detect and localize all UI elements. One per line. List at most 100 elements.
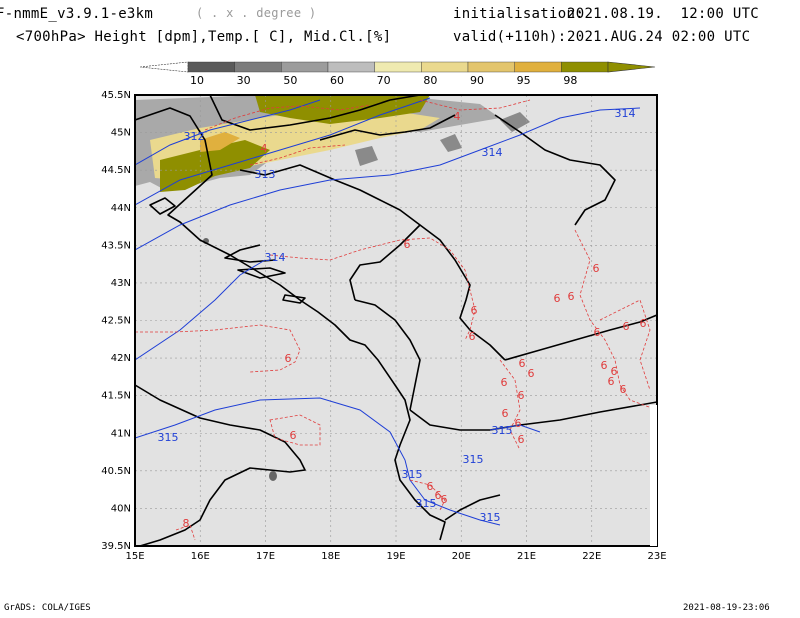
height-contour-label: 314 (265, 251, 286, 264)
temp-contour-6-east2 (599, 299, 651, 391)
temperature-contour-label: 6 (435, 489, 442, 502)
montenegro-albania-border (354, 299, 421, 411)
colorbar-label: 90 (470, 74, 484, 87)
hungary-croatia-border (319, 114, 456, 141)
temperature-contour-label: 6 (471, 304, 478, 317)
temperature-contour-label: 6 (502, 407, 509, 420)
coastlines-borders (135, 95, 657, 546)
island-brac (224, 244, 276, 263)
temperature-contour-label: 6 (519, 357, 526, 370)
temperature-contour-label: 6 (285, 352, 292, 365)
lon-label: 17E (256, 551, 275, 562)
lon-label: 18E (321, 551, 340, 562)
map-frame (134, 94, 658, 547)
temperature-contour-label: 6 (594, 326, 601, 339)
colorbar-box (187, 61, 235, 73)
lat-label: 42N (111, 353, 131, 364)
height-contour-label: 315 (416, 497, 437, 510)
height-contour-label: 312 (184, 130, 205, 143)
bulgaria-border (504, 314, 657, 361)
colorbar-label: 50 (283, 74, 297, 87)
temperature-contour-label: 6 (515, 417, 522, 430)
height-contour-312 (135, 99, 321, 166)
romania-border (494, 114, 616, 226)
height-contour-label: 313 (255, 168, 276, 181)
colorbar-svg: 10 30 50 60 70 80 90 95 98 (139, 61, 656, 87)
greece-bulgaria-border (519, 401, 657, 426)
height-contour-label: 315 (463, 453, 484, 466)
temperature-contour-label: 6 (528, 367, 535, 380)
height-contour-314b (135, 259, 266, 361)
temperature-contour-label: 6 (640, 317, 647, 330)
temperature-contour-label: 6 (608, 375, 615, 388)
colorbar-box (281, 61, 329, 73)
lat-label: 45N (111, 128, 131, 139)
height-contour-label: 315 (402, 468, 423, 481)
lat-label: 44N (111, 203, 131, 214)
lon-label: 15E (125, 551, 144, 562)
slovenia-border (209, 95, 421, 131)
temperature-contour-label: 6 (568, 290, 575, 303)
adriatic-coastline (135, 107, 446, 541)
temp-contour-6-south (499, 359, 521, 451)
colorbar-box (561, 61, 609, 73)
height-contours (135, 97, 641, 526)
edge-strip (650, 405, 657, 546)
valid-value: 2021.AUG.24 02:00 UTC (567, 29, 751, 45)
temperature-contour-label: 6 (623, 320, 630, 333)
colorbar-box (514, 61, 562, 73)
temp-contour-8 (175, 524, 196, 541)
bosnia-border (239, 164, 421, 301)
lat-label: 40N (111, 503, 131, 514)
temp-contour-6-greece (409, 479, 446, 511)
lon-label: 21E (517, 551, 536, 562)
temperature-contour-label: 6 (620, 383, 627, 396)
cloud-colorbar: 10 30 50 60 70 80 90 95 98 (139, 58, 660, 88)
lat-label: 41N (111, 428, 131, 439)
cloud-olive-area-2 (160, 140, 270, 192)
greece-border (444, 494, 501, 521)
cloud-gray-speck-3 (355, 146, 378, 166)
temperature-contour-label: 6 (611, 365, 618, 378)
island-korcula (282, 294, 306, 304)
colorbar-label: 70 (377, 74, 391, 87)
height-contour-label: 315 (480, 511, 501, 524)
temperature-contour-label: 4 (261, 142, 268, 155)
lat-label: 45.5N (101, 90, 131, 101)
lat-label: 42.5N (101, 316, 131, 327)
temperature-contour-label: 8 (183, 517, 190, 530)
cloud-gray-speck-4 (269, 471, 277, 481)
temperature-contour-label: 6 (518, 433, 525, 446)
init-label: initialisation: (453, 6, 584, 22)
colorbar-box (327, 61, 375, 73)
lon-label: 22E (582, 551, 601, 562)
weather-map: 3123133143143143153153153153153154466666… (101, 90, 666, 562)
lon-label: 20E (452, 551, 471, 562)
temperature-contour-label: 6 (427, 480, 434, 493)
temp-contour-4b (249, 144, 346, 166)
colorbar-box (374, 61, 422, 73)
temperature-contour-label: 6 (501, 376, 508, 389)
grid-note: ( . x . degree ) (196, 6, 317, 20)
colorbar-low-arrow (139, 61, 189, 73)
lat-label: 41.5N (101, 391, 131, 402)
cloud-gray-speck-1 (500, 112, 530, 132)
italy-heel-coast (135, 384, 306, 546)
lat-label: 43N (111, 278, 131, 289)
temp-contour-6-west (135, 324, 301, 373)
temperature-contour-label: 6 (441, 493, 448, 506)
colorbar-label: 60 (330, 74, 344, 87)
footer-grads: GrADS: COLA/IGES (4, 603, 91, 613)
field-subtitle: <700hPa> Height [dpm],Temp.[ C], Mid.Cl.… (16, 29, 392, 45)
temperature-contour-label: 6 (554, 292, 561, 305)
axis-labels: 45.5N 45N 44.5N 44N 43.5N 43N 42.5N 42N 41.5N 41N… (101, 90, 666, 562)
lat-label: 40.5N (101, 466, 131, 477)
temp-contour-6-italy (269, 414, 321, 446)
colorbar-label: 80 (423, 74, 437, 87)
colorbar-label: 95 (517, 74, 531, 87)
temperature-contour-label: 6 (469, 330, 476, 343)
temp-contour-4c (419, 99, 531, 111)
lon-label: 19E (386, 551, 405, 562)
colorbar-box (234, 61, 282, 73)
temperature-contour-label: 4 (454, 110, 461, 123)
